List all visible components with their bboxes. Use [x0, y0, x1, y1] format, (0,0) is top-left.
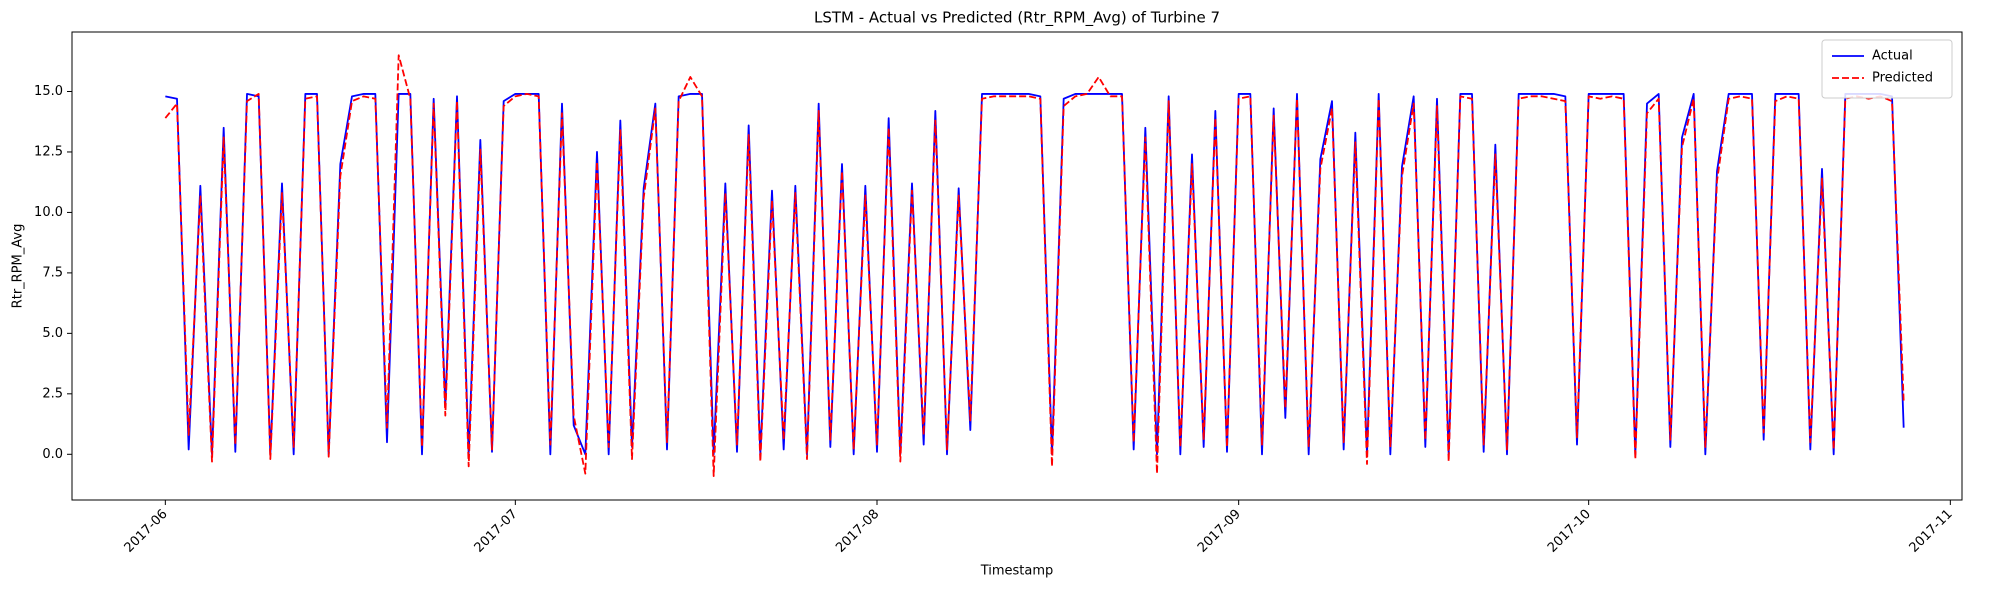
series-line	[165, 93, 1905, 456]
x-tick-label: 2017-07	[472, 507, 521, 556]
y-tick-label: 10.0	[34, 205, 63, 220]
y-tick-label: 5.0	[42, 326, 63, 341]
y-tick-label: 15.0	[34, 84, 63, 99]
legend-label: Actual	[1872, 49, 1913, 64]
y-tick-label: 12.5	[34, 144, 63, 159]
y-tick-label: 0.0	[42, 447, 63, 462]
x-tick-label: 2017-09	[1195, 507, 1244, 556]
x-tick-label: 2017-10	[1545, 507, 1594, 556]
chart-title: LSTM - Actual vs Predicted (Rtr_RPM_Avg)…	[814, 9, 1220, 28]
y-tick-label: 2.5	[42, 386, 63, 401]
legend-label: Predicted	[1872, 71, 1933, 86]
x-tick-label: 2017-08	[833, 507, 882, 556]
y-tick-label: 7.5	[42, 265, 63, 280]
series-line	[164, 54, 1905, 477]
y-axis-label: Rtr_RPM_Avg	[11, 224, 26, 309]
plot-frame	[71, 31, 1963, 501]
x-tick-label: 2017-06	[122, 507, 171, 556]
x-axis-label: Timestamp	[980, 564, 1054, 579]
legend-box	[1821, 39, 1953, 99]
x-tick-label: 2017-11	[1907, 507, 1956, 556]
